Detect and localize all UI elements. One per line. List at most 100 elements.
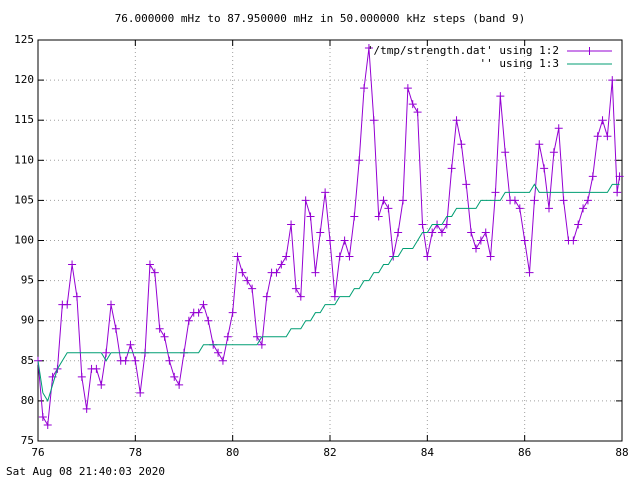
point-marker [175, 380, 184, 389]
point-marker [360, 84, 369, 93]
point-marker [340, 236, 349, 245]
point-marker [525, 268, 534, 277]
point-marker [77, 372, 86, 381]
point-marker [262, 292, 271, 301]
point-marker [326, 236, 334, 245]
point-marker [272, 268, 281, 277]
x-tick-label: 82 [323, 446, 336, 459]
point-marker [545, 204, 553, 213]
point-marker [72, 292, 81, 301]
point-marker [301, 196, 310, 205]
point-marker [107, 300, 115, 309]
point-marker [428, 228, 437, 237]
point-marker [355, 156, 364, 165]
y-tick-label: 115 [14, 113, 34, 126]
point-marker [218, 356, 227, 365]
x-tick-label: 78 [129, 446, 142, 459]
point-marker [598, 116, 607, 125]
point-marker [253, 332, 261, 341]
y-tick-label: 85 [21, 354, 34, 367]
point-marker [442, 220, 451, 229]
point-marker [369, 116, 378, 125]
point-marker [540, 164, 549, 173]
point-marker [501, 148, 510, 157]
point-marker [418, 220, 427, 229]
point-marker [199, 300, 208, 309]
point-marker [82, 404, 91, 413]
point-marker [233, 252, 242, 261]
point-marker [403, 84, 412, 93]
point-marker [111, 324, 120, 333]
point-marker [223, 332, 232, 341]
point-marker [102, 348, 111, 357]
y-tick-label: 120 [14, 73, 34, 86]
point-marker [214, 348, 223, 357]
point-marker [437, 228, 446, 237]
point-marker [330, 292, 339, 301]
y-tick-label: 125 [14, 33, 34, 46]
point-marker [384, 204, 393, 213]
point-marker [574, 220, 583, 229]
point-marker [379, 196, 388, 205]
point-marker [282, 252, 291, 261]
point-marker [321, 188, 330, 197]
point-marker [588, 172, 597, 181]
point-marker [184, 316, 193, 325]
point-marker [569, 236, 578, 245]
x-tick-label: 88 [615, 446, 628, 459]
point-marker [97, 380, 106, 389]
chart-title: 76.000000 mHz to 87.950000 mHz in 50.000… [115, 12, 526, 25]
point-marker [554, 124, 563, 133]
point-marker [350, 212, 359, 221]
point-marker [520, 236, 529, 245]
point-marker [126, 340, 135, 349]
point-marker [311, 268, 320, 277]
x-tick-label: 76 [31, 446, 44, 459]
point-marker [155, 324, 164, 333]
point-marker [535, 140, 544, 149]
y-tick-label: 75 [21, 434, 34, 447]
point-marker [204, 316, 213, 325]
point-marker [257, 340, 266, 349]
x-tick-label: 80 [226, 446, 239, 459]
point-marker [228, 308, 237, 317]
point-marker [486, 252, 495, 261]
legend-marker [585, 47, 594, 55]
point-marker [63, 300, 72, 309]
point-marker [43, 420, 52, 429]
point-marker [447, 164, 456, 173]
point-marker [121, 356, 130, 365]
y-tick-label: 105 [14, 193, 34, 206]
point-marker [150, 268, 159, 277]
point-marker [38, 412, 47, 421]
point-marker [291, 284, 300, 293]
point-marker [296, 292, 305, 301]
point-marker [316, 228, 325, 237]
point-marker [452, 116, 461, 125]
point-marker [608, 76, 617, 85]
point-marker [462, 180, 471, 189]
y-tick-label: 100 [14, 234, 34, 247]
point-marker [165, 356, 174, 365]
point-marker [243, 276, 252, 285]
point-marker [248, 284, 257, 293]
point-marker [593, 132, 602, 141]
point-marker [287, 220, 296, 229]
point-marker [515, 204, 524, 213]
point-marker [364, 44, 373, 53]
y-tick-label: 110 [14, 153, 34, 166]
point-marker [413, 108, 422, 117]
legend-label: '/tmp/strength.dat' using 1:2 [367, 44, 559, 57]
point-marker [408, 100, 417, 109]
plot-frame [37, 39, 623, 442]
point-marker [306, 212, 315, 221]
point-marker [481, 228, 490, 237]
point-marker [374, 212, 383, 221]
point-marker [549, 148, 558, 157]
y-tick-label: 90 [21, 314, 34, 327]
point-marker [457, 140, 466, 149]
point-marker [394, 228, 403, 237]
point-marker [615, 172, 624, 181]
point-marker [613, 188, 622, 197]
